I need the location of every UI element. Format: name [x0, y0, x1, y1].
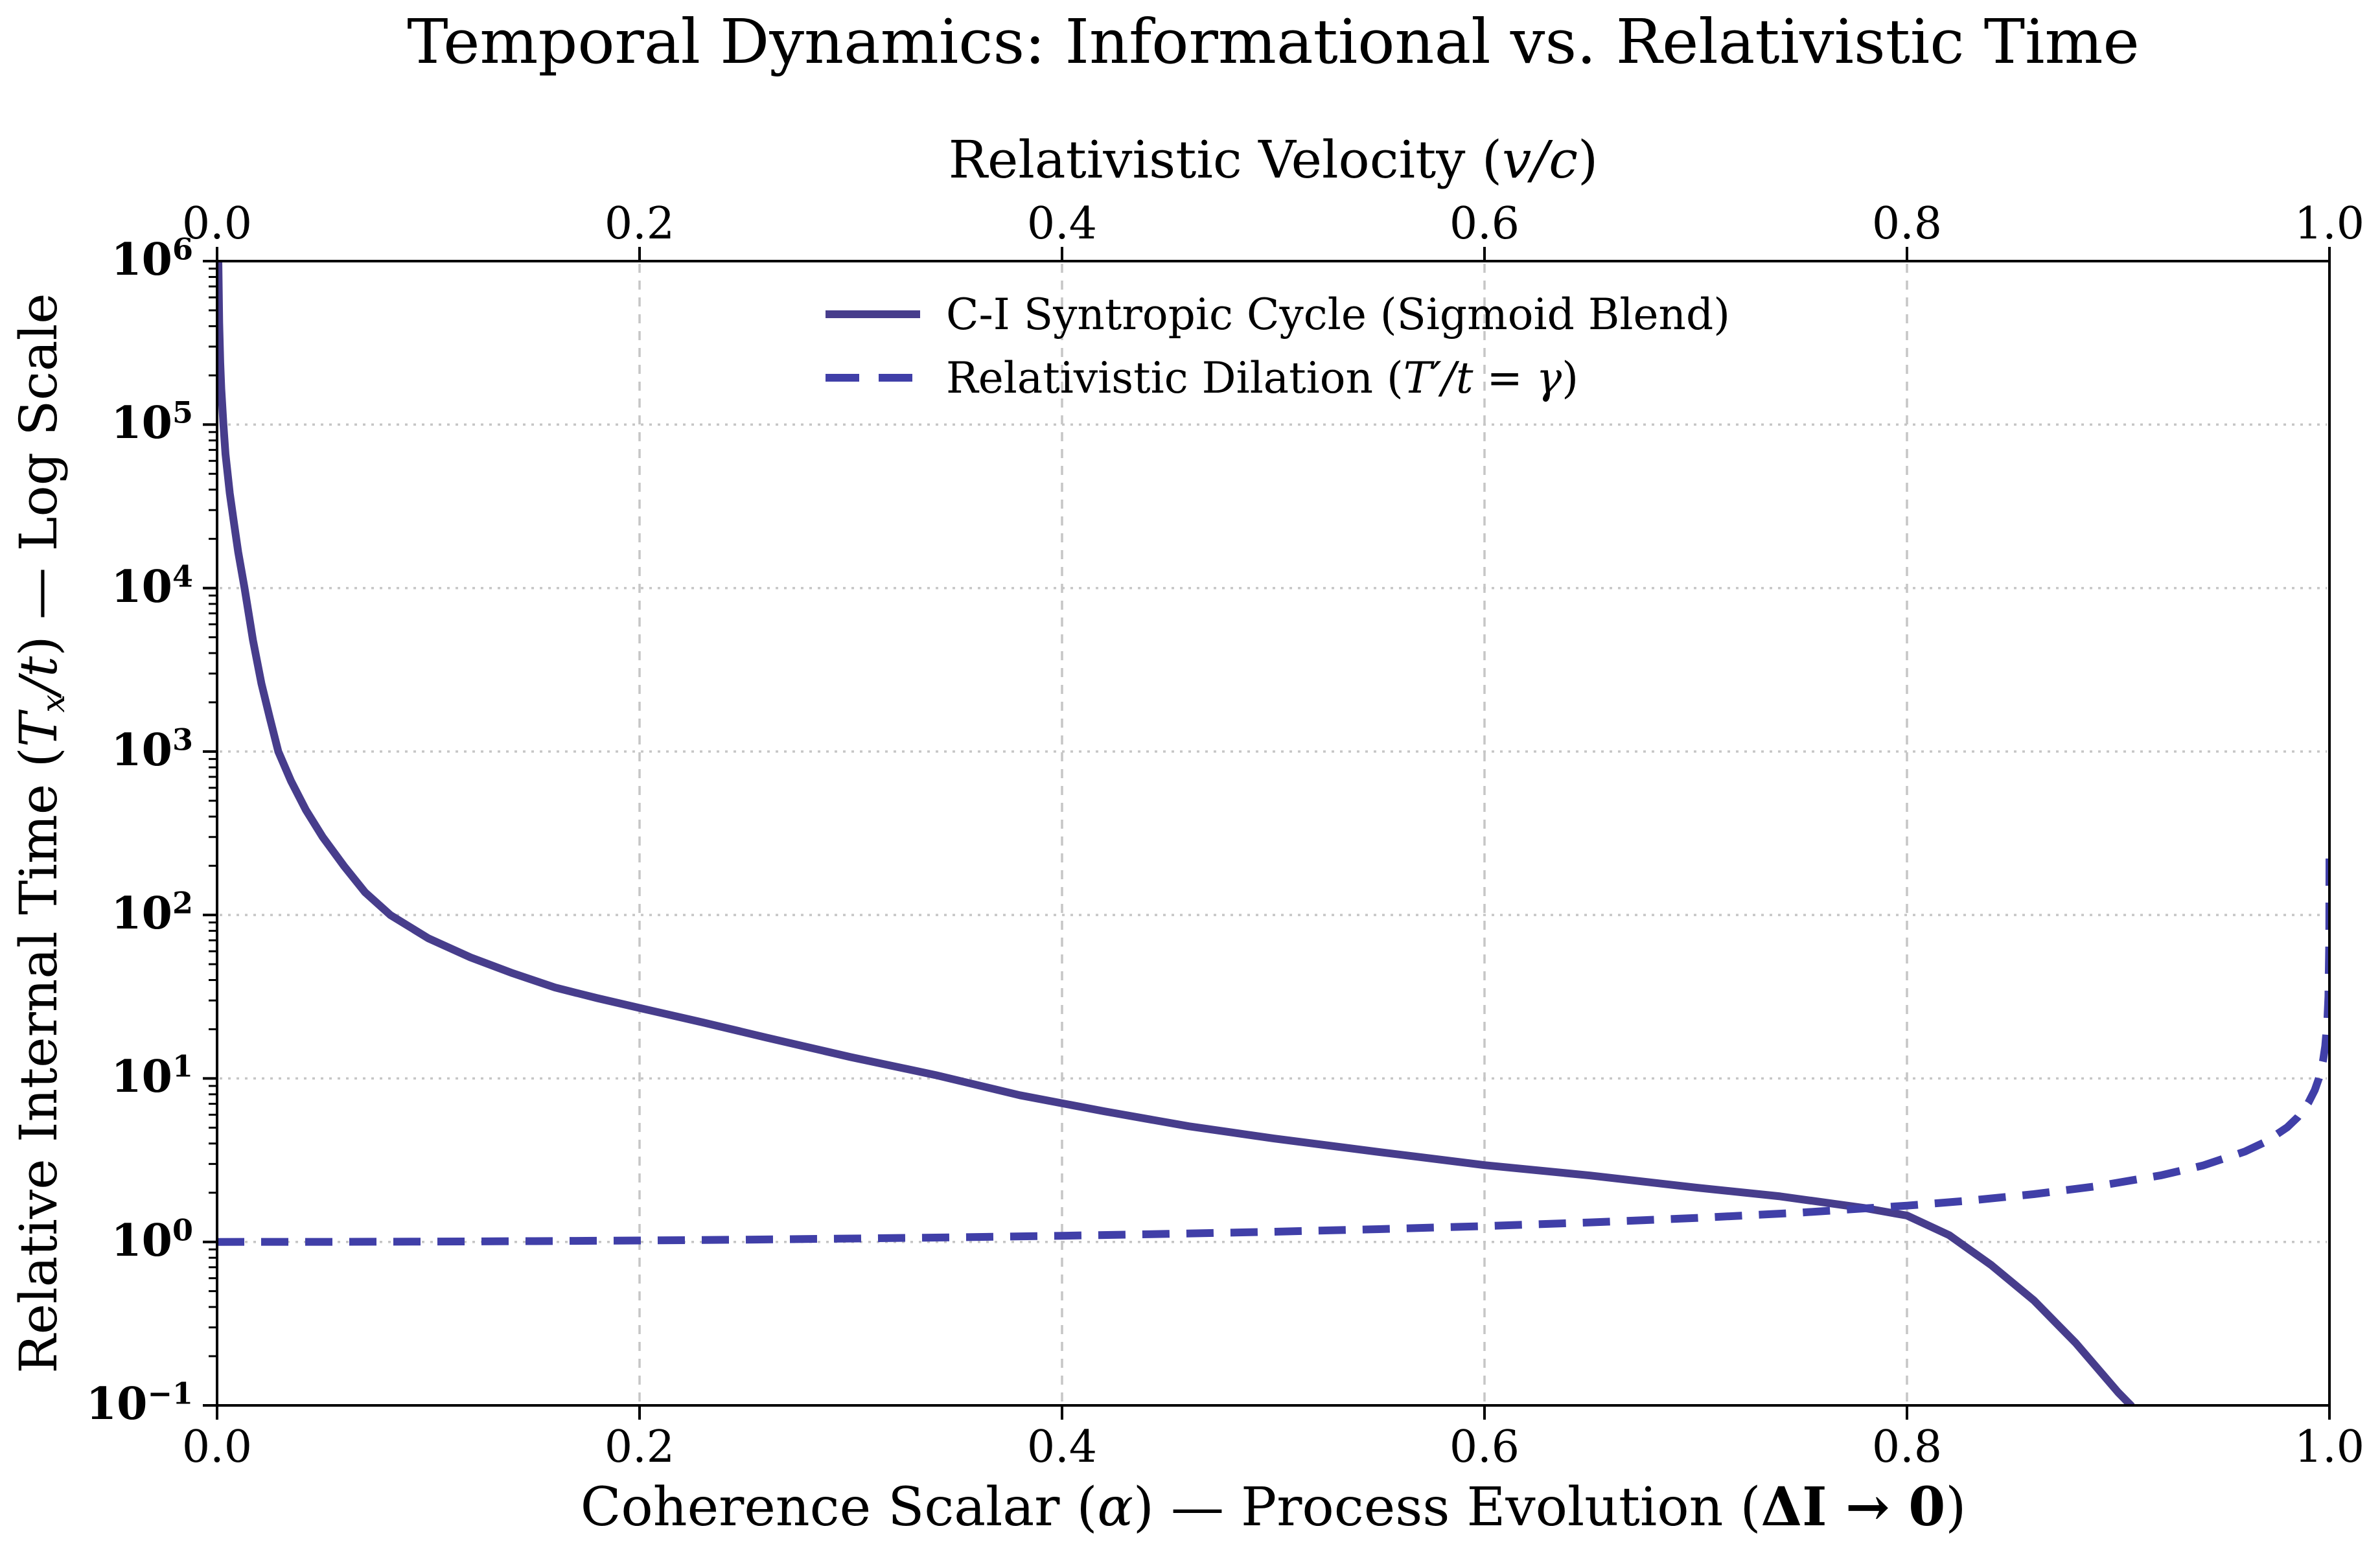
legend: C-I Syntropic Cycle (Sigmoid Blend) Rela… [824, 290, 1730, 417]
curve-relativistic-dilation [217, 857, 2329, 1246]
legend-item-syntropic: C-I Syntropic Cycle (Sigmoid Blend) [824, 290, 1730, 340]
y-tick-label: 104 [111, 558, 193, 613]
axes-spines [216, 260, 2331, 1407]
top-axis-label-close: ) [1578, 130, 1599, 190]
bottom-axis-label: Coherence Scalar (α) — Process Evolution… [217, 1476, 2329, 1538]
y-tick-label: 100 [111, 1212, 193, 1267]
y-tick-label: 105 [111, 395, 193, 450]
curve-syntropic-cycle [217, 261, 2136, 1405]
bottom-axis-label-bold: ΔI → 0 [1761, 1476, 1946, 1538]
bottom-axis-label-mid: ) — Process Evolution ( [1133, 1477, 1761, 1538]
y-tick-label: 102 [111, 885, 193, 940]
y-tick-label: 103 [111, 722, 193, 776]
legend-label-dilation-post: ) [1562, 352, 1578, 403]
legend-label-dilation-math: T′/t = γ [1403, 352, 1562, 403]
chart-title: Temporal Dynamics: Informational vs. Rel… [407, 6, 2140, 78]
x-tick-label-bottom: 0.0 [181, 1422, 253, 1473]
bottom-axis-label-close: ) [1945, 1477, 1967, 1538]
legend-label-syntropic-pre: C-I Syntropic Cycle (Sigmoid Blend) [946, 289, 1731, 340]
legend-label-dilation-pre: Relativistic Dilation ( [946, 352, 1404, 403]
y-axis-label: Relative Internal Time (Tx/t) — Log Scal… [8, 293, 72, 1373]
x-tick-label-top: 0.0 [181, 198, 253, 249]
x-tick-label-bottom: 1.0 [2294, 1422, 2365, 1473]
x-tick-label-bottom: 0.6 [1449, 1422, 1520, 1473]
top-axis-label-math: v/c [1502, 130, 1578, 190]
y-tick-label: 10−1 [86, 1376, 193, 1430]
y-tick-label: 106 [111, 231, 193, 286]
legend-line-dashed-icon [826, 374, 920, 382]
x-tick-label-top: 0.8 [1871, 198, 1943, 249]
x-tick-label-bottom: 0.8 [1871, 1422, 1943, 1473]
legend-label-dilation: Relativistic Dilation (T′/t = γ) [946, 353, 1578, 403]
top-axis-label-text: Relativistic Velocity ( [948, 130, 1503, 190]
top-axis-label: Relativistic Velocity (v/c) [217, 130, 2329, 190]
bottom-axis-label-text: Coherence Scalar ( [580, 1477, 1098, 1538]
x-tick-label-top: 0.4 [1026, 198, 1098, 249]
legend-line-solid-icon [826, 310, 920, 318]
bottom-axis-label-alpha: α [1097, 1477, 1133, 1538]
x-tick-label-top: 1.0 [2294, 198, 2365, 249]
legend-label-syntropic: C-I Syntropic Cycle (Sigmoid Blend) [946, 290, 1730, 340]
legend-item-dilation: Relativistic Dilation (T′/t = γ) [824, 353, 1730, 403]
y-axis-label-slash: /t [8, 656, 69, 695]
x-tick-label-top: 0.2 [604, 198, 675, 249]
x-tick-label-bottom: 0.2 [604, 1422, 675, 1473]
x-tick-label-top: 0.6 [1449, 198, 1520, 249]
x-tick-label-bottom: 0.4 [1026, 1422, 1098, 1473]
y-tick-label: 101 [111, 1048, 193, 1103]
y-axis-label-sub: x [34, 694, 73, 713]
